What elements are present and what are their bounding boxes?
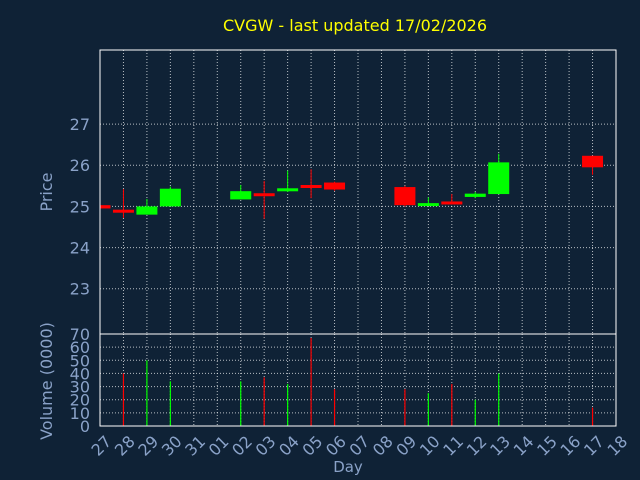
candle-body — [159, 188, 181, 207]
candle-body — [253, 193, 275, 197]
candlestick-series — [99, 153, 604, 219]
candle-body — [394, 187, 416, 206]
candle-body — [112, 209, 134, 213]
candle-body — [324, 182, 346, 190]
volume-tick-label: 10 — [70, 404, 90, 423]
volume-tick-label: 60 — [70, 338, 90, 357]
volume-tick-label: 30 — [70, 378, 90, 397]
volume-series — [122, 337, 594, 426]
volume-tick-label: 0 — [80, 417, 90, 436]
candle-body — [582, 155, 604, 168]
volume-grid — [99, 333, 617, 427]
candle-body — [417, 203, 439, 207]
chart-title: CVGW - last updated 17/02/2026 — [223, 16, 487, 35]
price-tick-label: 24 — [70, 239, 90, 258]
price-tick-label: 26 — [70, 156, 90, 175]
axes: 2324252627010203040506070272829303101020… — [70, 49, 631, 460]
price-axis-label: Price — [37, 172, 56, 211]
candle-body — [488, 162, 510, 195]
candle-body — [136, 206, 158, 215]
candle-body — [464, 193, 486, 197]
volume-tick-label: 50 — [70, 351, 90, 370]
candle-body — [300, 185, 322, 189]
volume-axis-label: Volume (0000) — [37, 322, 56, 440]
volume-tick-label: 40 — [70, 364, 90, 383]
candle-body — [277, 188, 299, 192]
price-tick-label: 27 — [70, 115, 90, 134]
price-tick-label: 23 — [70, 280, 90, 299]
volume-plot-frame — [99, 333, 617, 427]
candle-body — [441, 201, 463, 205]
x-axis-label: Day — [333, 458, 363, 476]
x-tick-label: 18 — [603, 432, 631, 460]
price-tick-label: 25 — [70, 197, 90, 216]
candle-body — [230, 191, 252, 200]
volume-tick-label: 20 — [70, 391, 90, 410]
volume-tick-label: 70 — [70, 325, 90, 344]
candle-body — [100, 205, 111, 209]
